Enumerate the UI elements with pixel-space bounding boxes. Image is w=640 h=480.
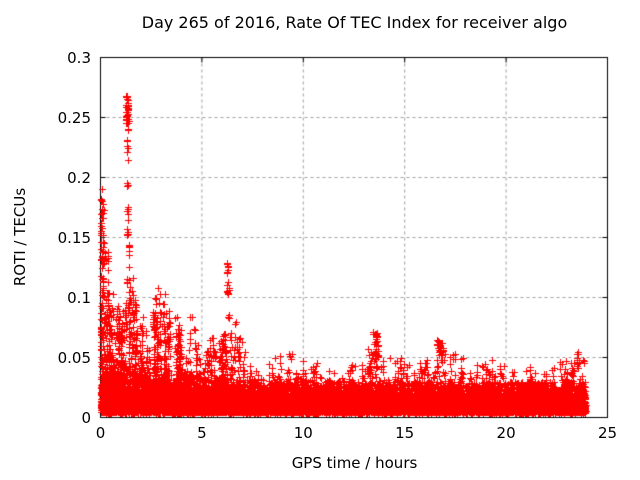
x-axis-label: GPS time / hours xyxy=(291,454,418,472)
chart-title: Day 265 of 2016, Rate Of TEC Index for r… xyxy=(141,13,568,32)
y-tick-label: 0.05 xyxy=(57,348,91,367)
y-tick-label: 0.25 xyxy=(57,108,91,127)
x-tick-label: 5 xyxy=(197,424,207,442)
y-tick-label: 0.2 xyxy=(67,168,91,187)
x-tick-label: 10 xyxy=(293,424,313,442)
x-tick-label: 0 xyxy=(95,424,106,442)
x-tick-label: 15 xyxy=(395,424,415,442)
y-tick-label: 0.1 xyxy=(67,288,91,307)
x-tick-label: 25 xyxy=(597,424,618,442)
y-tick-label: 0.3 xyxy=(67,48,91,67)
y-tick-label: 0.15 xyxy=(57,228,91,247)
x-tick-label: 20 xyxy=(496,424,516,442)
y-axis-label: ROTI / TECUs xyxy=(11,187,29,287)
y-tick-label: 0 xyxy=(81,408,91,427)
